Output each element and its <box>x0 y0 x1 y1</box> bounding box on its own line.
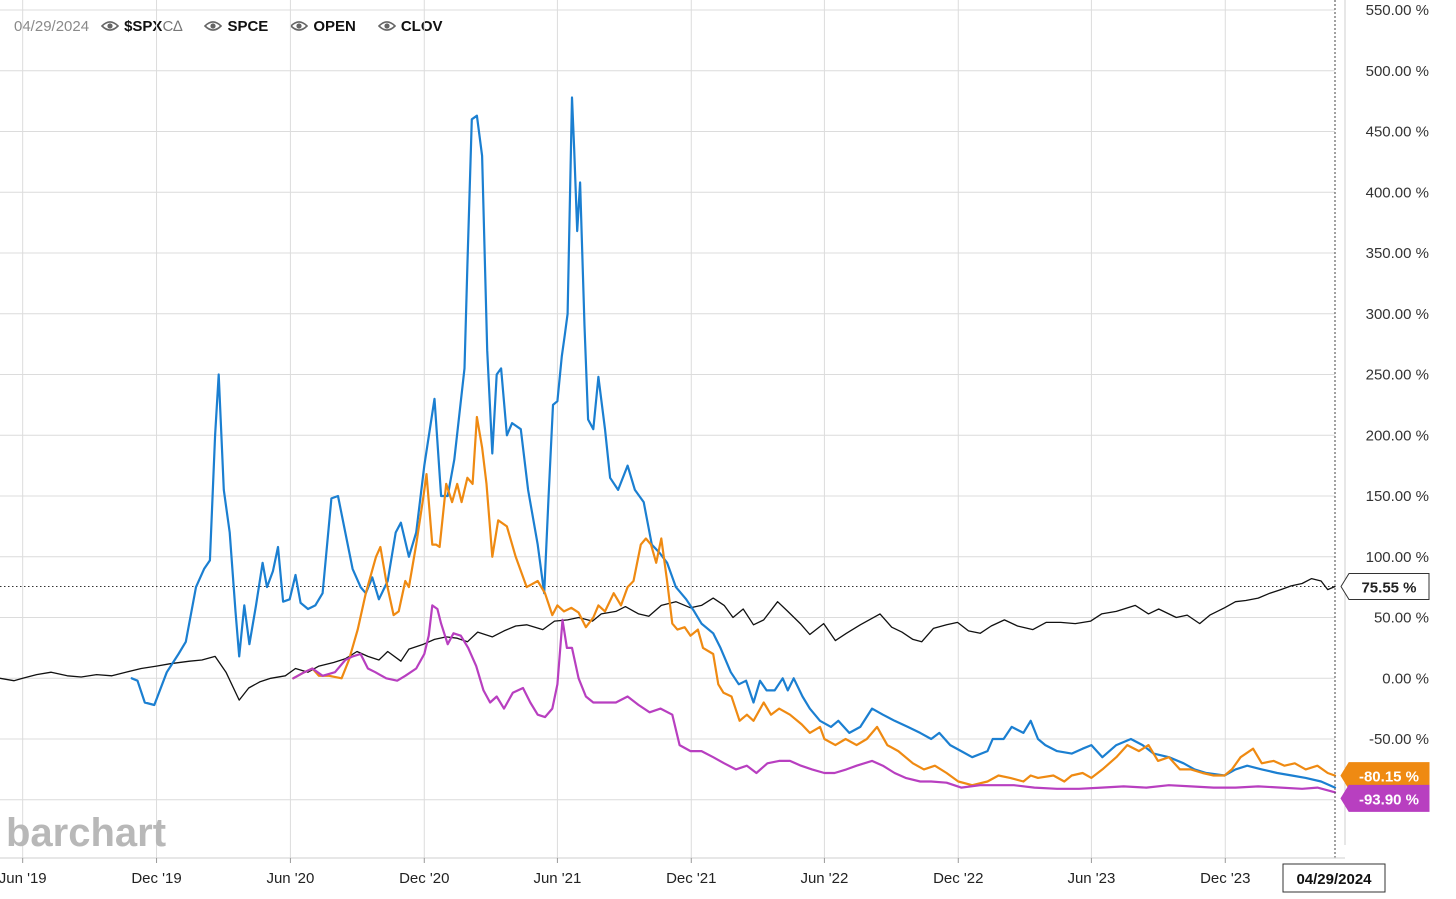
y-tick-label: 250.00 % <box>1366 367 1429 384</box>
legend-date: 04/29/2024 <box>14 17 90 35</box>
watermark: barchart <box>6 811 166 855</box>
barchart-watermark: barchart <box>6 811 166 855</box>
last-value-label: -80.15 % <box>1359 769 1419 786</box>
y-tick-label: 200.00 % <box>1366 427 1429 444</box>
x-tick-label: Jun '23 <box>1067 870 1115 887</box>
legend-ticker: $SPX <box>124 17 163 35</box>
legend-item-open[interactable]: OPEN <box>290 18 356 35</box>
x-tick-label: Dec '19 <box>131 870 181 887</box>
x-tick-label: Jun '22 <box>800 870 848 887</box>
x-tick-label: Jun '20 <box>266 870 314 887</box>
legend-item-spx[interactable]: $SPX C∆ <box>101 18 182 35</box>
axes: 550.00 % 500.00 % 450.00 % 400.00 % 350.00 %… <box>0 0 1429 887</box>
x-tick-label: Dec '22 <box>933 870 983 887</box>
y-tick-label: 100.00 % <box>1366 549 1429 566</box>
x-tick-label: Dec '21 <box>666 870 716 887</box>
legend-ticker: SPCE <box>227 17 269 35</box>
legend-ticker: CLOV <box>400 17 443 35</box>
y-tick-label: 400.00 % <box>1366 184 1429 201</box>
x-tick-label: Dec '20 <box>399 870 449 887</box>
series-line-clov[interactable] <box>292 604 1337 794</box>
grid <box>0 0 1335 858</box>
legend-ticker-suffix: C∆ <box>162 17 183 35</box>
series-line-spce[interactable] <box>130 96 1337 789</box>
y-tick-label: 50.00 % <box>1374 610 1429 627</box>
legend-ticker: OPEN <box>313 17 356 35</box>
y-tick-label: 300.00 % <box>1366 306 1429 323</box>
x-tick-label: Jun '21 <box>533 870 581 887</box>
y-tick-label: 550.00 % <box>1366 2 1429 19</box>
last-value-badge <box>1340 784 1430 812</box>
eye-icon[interactable] <box>377 20 396 32</box>
y-tick-label: 350.00 % <box>1366 245 1429 262</box>
x-tick-label: Dec '23 <box>1200 870 1250 887</box>
cursor-date-label: 04/29/2024 <box>1296 871 1372 888</box>
y-tick-label: -50.00 % <box>1369 731 1429 748</box>
last-value-badges: 75.55 % -80.15 % -93.90 % 04/29/2024 <box>1282 572 1430 893</box>
series-line-spx[interactable] <box>0 577 1336 701</box>
x-tick-label: Jun '19 <box>0 870 47 887</box>
eye-icon[interactable] <box>101 20 120 32</box>
chart-legend: 04/29/2024 $SPX C∆ SPCE OPEN CLOV <box>14 14 465 38</box>
last-value-badge <box>1340 762 1430 790</box>
y-tick-label: 500.00 % <box>1366 63 1429 80</box>
y-tick-label: 450.00 % <box>1366 124 1429 141</box>
series-line-open[interactable] <box>292 415 1337 787</box>
last-value-badge <box>1340 572 1430 600</box>
last-value-label: 75.55 % <box>1361 579 1416 596</box>
series-group <box>0 96 1337 794</box>
y-tick-label: 0.00 % <box>1382 670 1429 687</box>
cursor-date-box <box>1282 863 1386 893</box>
last-value-label: -93.90 % <box>1359 791 1419 808</box>
legend-item-spce[interactable]: SPCE <box>204 18 268 35</box>
eye-icon[interactable] <box>204 20 223 32</box>
legend-item-clov[interactable]: CLOV <box>377 17 443 35</box>
eye-icon[interactable] <box>290 20 309 32</box>
y-tick-label: 150.00 % <box>1366 488 1429 505</box>
